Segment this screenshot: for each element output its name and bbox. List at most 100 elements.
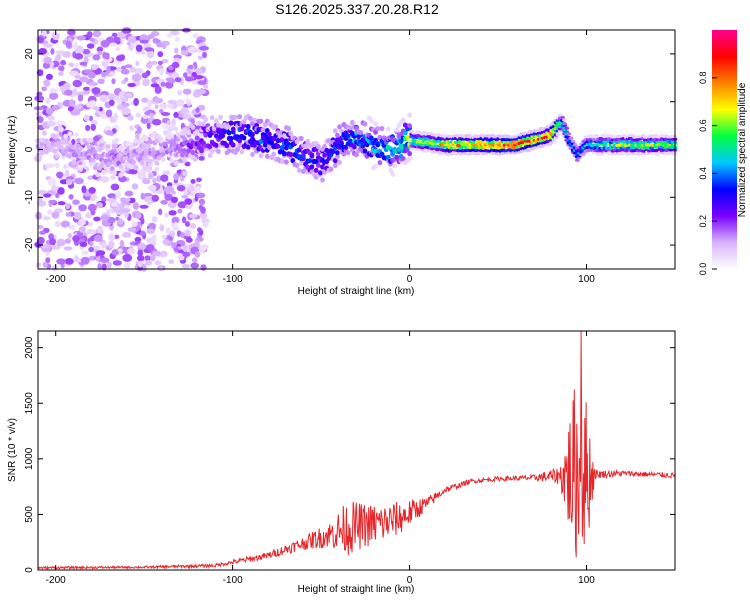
spectrogram-ridge-cell — [237, 142, 243, 148]
spectrogram-ridge-cell — [322, 143, 327, 149]
spectrogram-noise-blob — [110, 202, 118, 207]
spectrogram-ridge-cell — [133, 165, 139, 171]
spectrogram-noise-blob — [56, 258, 66, 265]
spectrogram-noise-blob — [107, 216, 116, 224]
spectrogram-ridge-cell — [281, 133, 287, 139]
spectrogram-noise-blob — [176, 185, 186, 192]
spectrogram-noise-blob — [141, 50, 146, 56]
spectrogram-noise-blob — [198, 245, 207, 253]
spectrogram-noise-blob — [134, 213, 142, 219]
spectrogram-ytick-label: -20 — [24, 237, 35, 252]
spectrogram-noise-blob — [174, 47, 179, 54]
spectrogram-noise-blob — [181, 194, 189, 199]
spectrogram-noise-blob — [51, 265, 58, 272]
spectrogram-noise-blob — [64, 89, 73, 96]
spectrogram-ridge-cell — [352, 144, 357, 150]
colorbar-tick-label: 0.4 — [698, 167, 708, 180]
spectrogram-noise-blob — [147, 34, 155, 39]
spectrogram-noise-blob — [76, 103, 83, 110]
figure-title: S126.2025.337.20.28.R12 — [275, 1, 439, 17]
spectrogram-ridge-cell — [203, 117, 209, 123]
spectrogram-ridge-cell — [385, 154, 391, 160]
spectrogram-xtick-label: -200 — [46, 274, 66, 285]
spectrogram-noise-blob — [197, 132, 205, 138]
spectrogram-ridge-cell — [407, 156, 412, 162]
spectrogram-noise-blob — [134, 236, 142, 243]
spectrogram-noise-blob — [74, 254, 79, 263]
spectrogram-noise-blob — [151, 194, 159, 202]
spectrogram-noise-blob — [100, 214, 110, 221]
spectrogram-noise-blob — [124, 210, 129, 219]
spectrogram-ytick-label: 0 — [24, 146, 35, 152]
spectrogram-noise-blob — [110, 175, 117, 180]
spectrogram-ridge-cell — [190, 124, 196, 130]
spectrogram-ridge-cell — [362, 121, 368, 127]
spectrogram-noise-blob — [117, 218, 123, 225]
spectrogram-noise-blob — [198, 198, 205, 205]
spectrogram-ridge-cell — [279, 158, 285, 164]
spectrogram-noise-blob — [64, 258, 74, 265]
spectrogram-ridge-cell — [309, 153, 315, 159]
spectrogram-noise-blob — [171, 61, 180, 69]
spectrogram-noise-blob — [38, 48, 47, 55]
spectrogram-ridge-cell — [95, 171, 100, 178]
spectrogram-noise-blob — [129, 169, 138, 175]
spectrogram-noise-blob — [67, 29, 76, 36]
spectrogram-ridge-cell — [52, 148, 58, 154]
spectrogram-noise-blob — [164, 185, 175, 193]
spectrogram-noise-blob — [183, 72, 188, 78]
spectrogram-noise-blob — [65, 40, 72, 48]
spectrogram-noise-blob — [142, 114, 149, 119]
spectrogram-ridge-cell — [298, 160, 304, 166]
spectrogram-noise-blob — [55, 50, 66, 55]
spectrogram-noise-blob — [197, 55, 204, 60]
spectrogram-ridge-cell — [226, 130, 232, 136]
spectrogram-noise-blob — [42, 62, 51, 69]
spectrogram-noise-blob — [100, 40, 110, 48]
spectrogram-noise-blob — [157, 60, 163, 65]
spectrogram-noise-blob — [137, 249, 144, 257]
spectrogram-ridge-cell — [258, 139, 264, 145]
spectrogram-ridge-cell — [75, 138, 81, 144]
spectrogram-noise-blob — [185, 98, 191, 103]
spectrogram-noise-blob — [185, 204, 193, 209]
spectrogram-noise-blob — [124, 77, 129, 82]
spectrogram-ridge-cell — [279, 137, 285, 143]
spectrogram-noise-blob — [50, 48, 55, 55]
spectrogram-noise-blob — [43, 56, 52, 64]
spectrogram-noise-blob — [41, 86, 47, 92]
spectrogram-noise-blob — [56, 171, 64, 179]
spectrogram-ridge-cell — [392, 163, 398, 169]
spectrogram-noise-blob — [129, 125, 135, 131]
spectrogram-noise-blob — [127, 227, 137, 233]
spectrogram-noise-blob — [113, 36, 121, 43]
spectrogram-noise-blob — [126, 248, 135, 255]
spectrogram-noise-blob — [45, 73, 53, 80]
spectrogram-noise-blob — [188, 185, 195, 192]
spectrogram-noise-blob — [169, 230, 176, 237]
spectrogram-noise-blob — [199, 211, 207, 220]
spectrogram-noise-blob — [44, 163, 55, 169]
spectrogram-noise-blob — [79, 61, 88, 66]
spectrogram-noise-blob — [43, 43, 53, 48]
snr-ytick-label: 2000 — [24, 336, 35, 359]
spectrogram-noise-blob — [141, 97, 149, 103]
spectrogram-noise-blob — [113, 234, 120, 239]
spectrogram-noise-blob — [101, 263, 107, 271]
spectrogram-noise-blob — [78, 226, 86, 233]
spectrogram-noise-blob — [164, 212, 169, 218]
spectrogram-noise-blob — [124, 262, 131, 269]
spectrogram-noise-blob — [87, 203, 97, 212]
spectrogram-ridge-cell — [180, 152, 185, 158]
spectrogram-noise-blob — [173, 111, 179, 118]
spectrogram-noise-blob — [89, 100, 97, 107]
spectrogram-noise-blob — [92, 54, 101, 61]
spectrogram-noise-blob — [128, 45, 134, 51]
spectrogram-ridge-cell — [328, 166, 334, 172]
spectrogram-ridge-cell — [373, 120, 378, 127]
spectrogram-ridge-cell — [171, 138, 177, 145]
spectrogram-ridge-cell — [354, 152, 359, 158]
spectrogram-noise-blob — [116, 55, 125, 62]
spectrogram-xtick-label: 100 — [578, 274, 595, 285]
spectrogram-noise-blob — [34, 95, 45, 102]
